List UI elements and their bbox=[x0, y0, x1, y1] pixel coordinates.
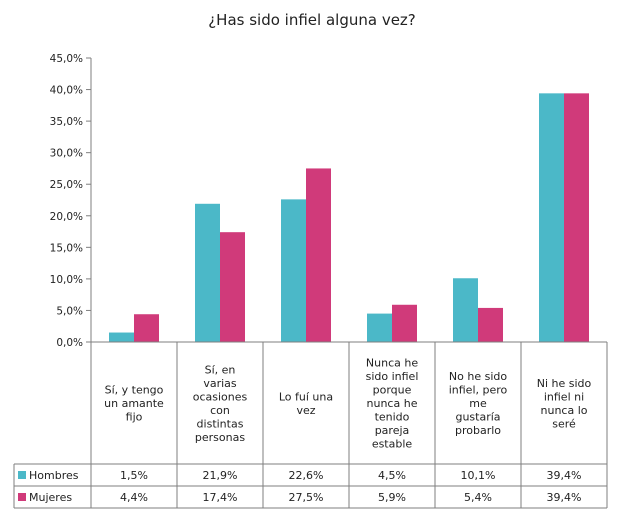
y-tick-label: 40,0% bbox=[50, 85, 83, 97]
category-label: Ni he sido infiel ni nunca lo seré bbox=[537, 377, 592, 431]
bar-hombres bbox=[453, 278, 478, 342]
y-tick-label: 30,0% bbox=[50, 148, 83, 160]
bar-mujeres bbox=[392, 304, 417, 342]
chart-title: ¿Has sido infiel alguna vez? bbox=[208, 11, 416, 29]
bar-hombres bbox=[281, 199, 306, 342]
axis-layer: 0,0% 5,0% 10,0% 15,0% 20,0% 25,0% 30,0% 35,0% 40… bbox=[50, 53, 92, 349]
bar-mujeres bbox=[306, 168, 331, 342]
category-label: Lo fuí una vez bbox=[279, 390, 333, 417]
bar-hombres bbox=[539, 93, 564, 342]
y-tick-label: 45,0% bbox=[50, 53, 83, 65]
bar-hombres bbox=[109, 332, 134, 342]
data-label: 21,9% bbox=[203, 469, 238, 482]
data-label: 17,4% bbox=[203, 491, 238, 504]
data-label: 4,4% bbox=[120, 491, 148, 504]
y-tick-label: 35,0% bbox=[50, 116, 83, 128]
bar-mujeres bbox=[564, 93, 589, 342]
category-label: Nunca he sido infiel porque nunca he tenido p… bbox=[366, 357, 419, 451]
data-label: 5,4% bbox=[464, 491, 492, 504]
legend-label-hombres: Hombres bbox=[29, 469, 79, 482]
data-label: 22,6% bbox=[289, 469, 324, 482]
category-label: No he sido infiel, pero me gustaría probarlo bbox=[449, 370, 508, 437]
data-label: 39,4% bbox=[547, 491, 582, 504]
bar-hombres bbox=[195, 203, 220, 342]
y-tick-label: 10,0% bbox=[50, 274, 83, 286]
bars-layer bbox=[109, 93, 589, 342]
data-label: 27,5% bbox=[289, 491, 324, 504]
bar-mujeres bbox=[478, 307, 503, 342]
bar-mujeres bbox=[134, 314, 159, 342]
data-label: 4,5% bbox=[378, 469, 406, 482]
data-label: 10,1% bbox=[461, 469, 496, 482]
y-tick-label: 20,0% bbox=[50, 211, 83, 223]
y-tick-label: 25,0% bbox=[50, 179, 83, 191]
legend-swatch-mujeres bbox=[18, 493, 26, 501]
y-tick-label: 5,0% bbox=[56, 305, 83, 317]
y-tick-label: 0,0% bbox=[56, 337, 83, 349]
category-label: Sí, y tengo un amante fijo bbox=[104, 384, 164, 424]
bar-mujeres bbox=[220, 232, 245, 342]
data-label: 39,4% bbox=[547, 469, 582, 482]
y-tick-label: 15,0% bbox=[50, 242, 83, 254]
bar-hombres bbox=[367, 313, 392, 342]
category-label: Sí, en varias ocasiones con distintas persona… bbox=[193, 363, 248, 444]
data-label: 1,5% bbox=[120, 469, 148, 482]
data-table: Sí, y tengo un amante fijo Sí, en varias ocas… bbox=[13, 341, 608, 509]
data-label: 5,9% bbox=[378, 491, 406, 504]
legend-swatch-hombres bbox=[18, 471, 26, 479]
legend-label-mujeres: Mujeres bbox=[29, 491, 72, 504]
